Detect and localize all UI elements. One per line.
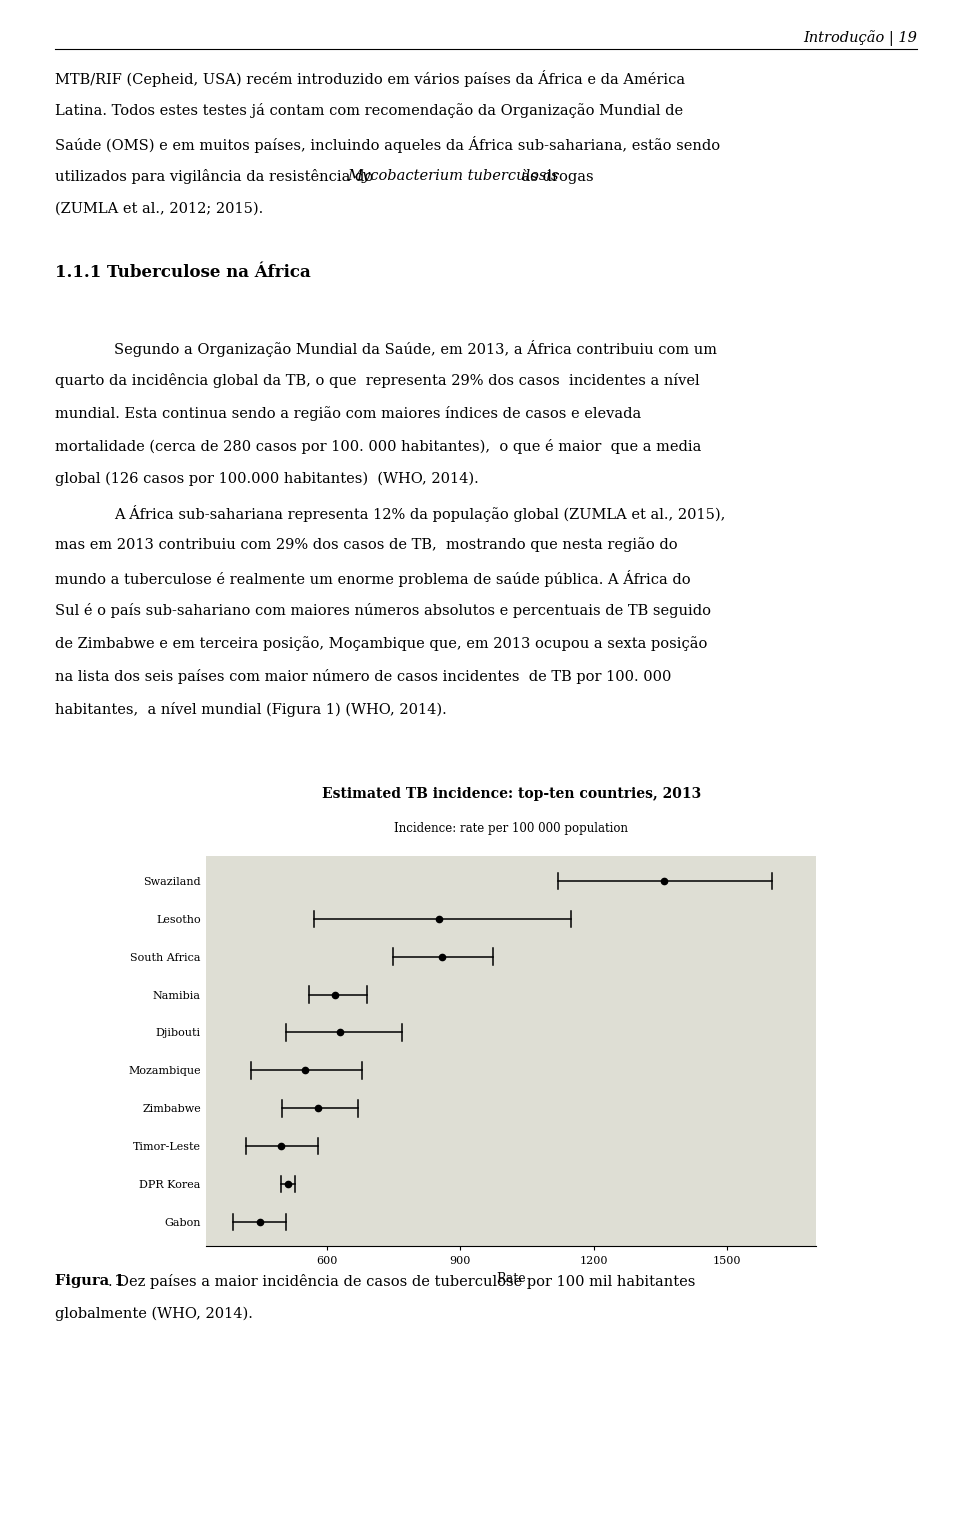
Text: MTB/RIF (Cepheid, USA) recém introduzido em vários países da África e da América: MTB/RIF (Cepheid, USA) recém introduzido… [55,70,684,87]
Text: 1.1.1 Tuberculose na África: 1.1.1 Tuberculose na África [55,265,310,282]
Text: Sul é o país sub-sahariano com maiores números absolutos e percentuais de TB seg: Sul é o país sub-sahariano com maiores n… [55,603,710,618]
Text: na lista dos seis países com maior número de casos incidentes  de TB por 100. 00: na lista dos seis países com maior númer… [55,669,671,684]
Text: global (126 casos por 100.000 habitantes)  (WHO, 2014).: global (126 casos por 100.000 habitantes… [55,471,478,487]
Text: Estimated TB incidence: top-ten countries, 2013: Estimated TB incidence: top-ten countrie… [322,788,701,802]
Text: Introdução | 19: Introdução | 19 [803,31,917,46]
Text: mortalidade (cerca de 280 casos por 100. 000 habitantes),  o que é maior  que a : mortalidade (cerca de 280 casos por 100.… [55,439,701,454]
Text: mundial. Esta continua sendo a região com maiores índices de casos e elevada: mundial. Esta continua sendo a região co… [55,405,641,421]
X-axis label: Rate: Rate [496,1273,526,1285]
Text: às drogas: às drogas [516,168,593,184]
Text: Saúde (OMS) e em muitos países, incluindo aqueles da África sub-sahariana, estão: Saúde (OMS) e em muitos países, incluind… [55,136,720,153]
Text: utilizados para vigilância da resistência do: utilizados para vigilância da resistênci… [55,168,377,184]
Text: habitantes,  a nível mundial (Figura 1) (WHO, 2014).: habitantes, a nível mundial (Figura 1) (… [55,702,446,718]
Text: Figura 1: Figura 1 [55,1274,124,1288]
Text: quarto da incidência global da TB, o que  representa 29% dos casos  incidentes a: quarto da incidência global da TB, o que… [55,373,699,389]
Text: Latina. Todos estes testes já contam com recomendação da Organização Mundial de: Latina. Todos estes testes já contam com… [55,104,683,118]
Text: . Dez países a maior incidência de casos de tuberculose por 100 mil habitantes: . Dez países a maior incidência de casos… [108,1274,696,1290]
Text: Segundo a Organização Mundial da Saúde, em 2013, a África contribuiu com um: Segundo a Organização Mundial da Saúde, … [114,340,717,356]
Text: mas em 2013 contribuiu com 29% dos casos de TB,  mostrando que nesta região do: mas em 2013 contribuiu com 29% dos casos… [55,537,678,552]
Text: mundo a tuberculose é realmente um enorme problema de saúde pública. A África do: mundo a tuberculose é realmente um enorm… [55,571,690,588]
Text: de Zimbabwe e em terceira posição, Moçambique que, em 2013 ocupou a sexta posiçã: de Zimbabwe e em terceira posição, Moçam… [55,636,708,652]
Text: globalmente (WHO, 2014).: globalmente (WHO, 2014). [55,1307,252,1322]
Text: (ZUMLA et al., 2012; 2015).: (ZUMLA et al., 2012; 2015). [55,202,263,216]
Text: A África sub-sahariana representa 12% da população global (ZUMLA et al., 2015),: A África sub-sahariana representa 12% da… [114,505,726,522]
Text: Incidence: rate per 100 000 population: Incidence: rate per 100 000 population [395,822,628,835]
Text: Mycobacterium tuberculosis: Mycobacterium tuberculosis [348,168,559,184]
